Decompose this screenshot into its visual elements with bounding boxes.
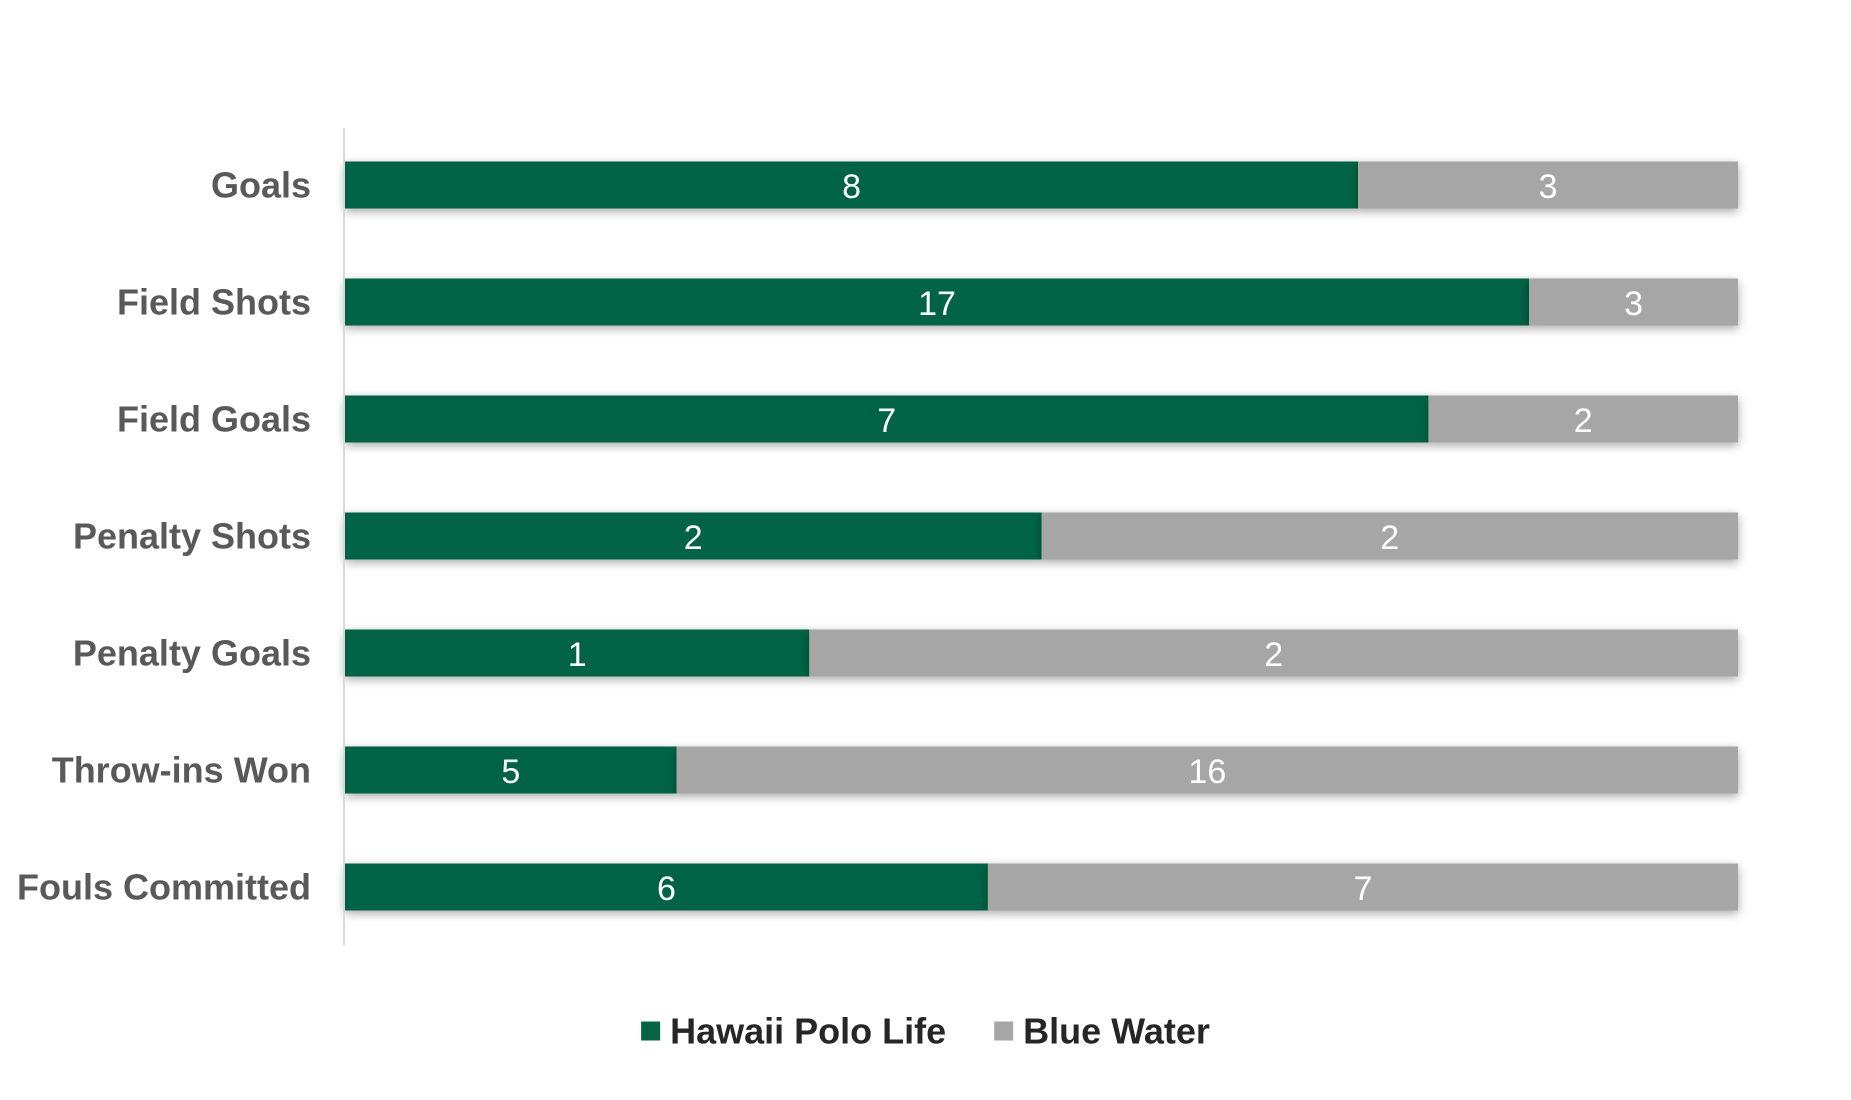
data-label-blue-water-field-shots: 3: [1624, 285, 1643, 323]
legend: Hawaii Polo Life Blue Water: [641, 1011, 1210, 1052]
category-label-field-goals: Field Goals: [117, 399, 311, 440]
bar-blue-water-fouls-committed: [987, 863, 1738, 911]
data-label-blue-water-penalty-goals: 2: [1264, 636, 1283, 674]
bar-hawaii-polo-life-penalty-goals: [345, 629, 810, 677]
bar-hawaii-polo-life-throw-ins-won: [345, 746, 677, 794]
bar-hawaii-polo-life-penalty-shots: [345, 512, 1042, 560]
bar-blue-water-penalty-shots: [1041, 512, 1738, 560]
data-label-blue-water-penalty-shots: 2: [1380, 519, 1399, 557]
bar-hawaii-polo-life-field-shots: [345, 278, 1530, 326]
category-label-throw-ins-won: Throw-ins Won: [52, 750, 311, 791]
bar-blue-water-field-shots: [1529, 278, 1738, 326]
bar-hawaii-polo-life-goals: [345, 161, 1359, 209]
bar-blue-water-field-goals: [1428, 395, 1738, 443]
category-label-goals: Goals: [211, 165, 311, 206]
data-label-hawaii-polo-life-goals: 8: [842, 168, 861, 206]
data-label-hawaii-polo-life-field-goals: 7: [877, 402, 896, 440]
bars-layer: [345, 161, 1738, 911]
bar-hawaii-polo-life-field-goals: [345, 395, 1429, 443]
category-label-penalty-goals: Penalty Goals: [73, 633, 311, 674]
data-label-hawaii-polo-life-penalty-goals: 1: [568, 636, 587, 674]
legend-label-hawaii-polo-life: Hawaii Polo Life: [670, 1011, 946, 1052]
data-label-hawaii-polo-life-fouls-committed: 6: [657, 870, 676, 908]
data-label-hawaii-polo-life-field-shots: 17: [918, 285, 956, 323]
category-label-penalty-shots: Penalty Shots: [73, 516, 311, 557]
category-label-field-shots: Field Shots: [117, 282, 311, 323]
bar-hawaii-polo-life-fouls-committed: [345, 863, 988, 911]
legend-swatch-blue-water: [994, 1021, 1014, 1041]
legend-label-blue-water: Blue Water: [1023, 1011, 1210, 1052]
legend-swatch-hawaii-polo-life: [641, 1021, 661, 1041]
data-label-blue-water-fouls-committed: 7: [1354, 870, 1373, 908]
bar-blue-water-throw-ins-won: [676, 746, 1738, 794]
data-label-blue-water-field-goals: 2: [1574, 402, 1593, 440]
data-label-blue-water-goals: 3: [1539, 168, 1558, 206]
data-label-blue-water-throw-ins-won: 16: [1188, 753, 1226, 791]
bar-blue-water-goals: [1358, 161, 1738, 209]
data-label-hawaii-polo-life-penalty-shots: 2: [684, 519, 703, 557]
bar-blue-water-penalty-goals: [809, 629, 1738, 677]
data-label-hawaii-polo-life-throw-ins-won: 5: [501, 753, 520, 791]
category-label-fouls-committed: Fouls Committed: [17, 867, 311, 908]
